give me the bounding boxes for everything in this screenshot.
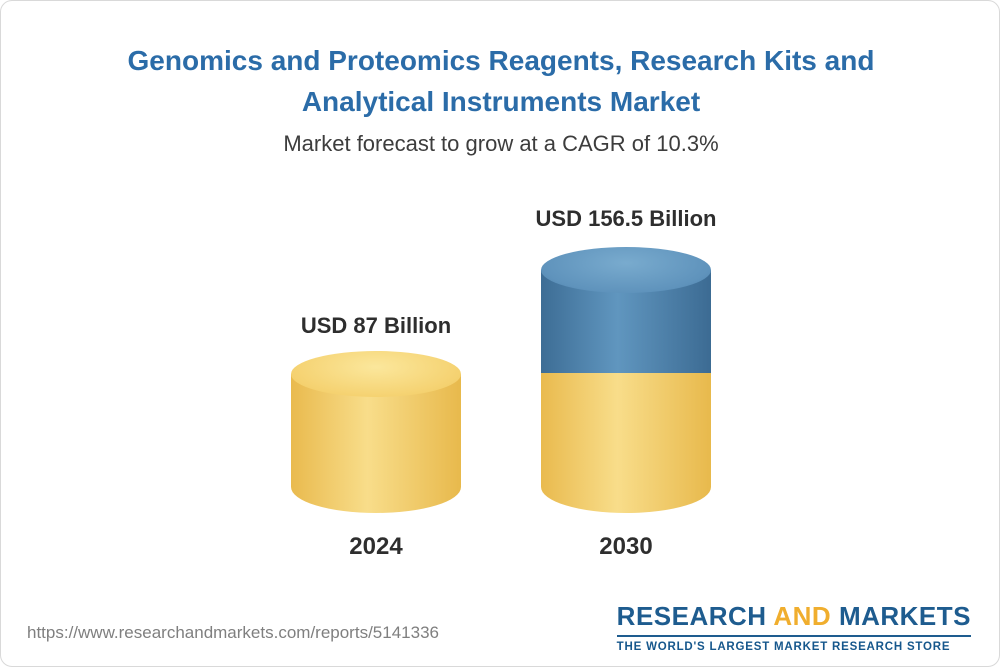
bar-2030-cylinder-body <box>541 270 711 513</box>
bar-2030-base-segment <box>541 373 711 513</box>
logo-word-research: RESEARCH <box>616 601 767 631</box>
value-label-2024: USD 87 Billion <box>300 313 452 338</box>
logo-word-markets: MARKETS <box>838 601 971 631</box>
research-and-markets-logo: RESEARCH AND MARKETS THE WORLD'S LARGEST… <box>616 601 971 653</box>
bar-2024-cylinder <box>291 351 461 513</box>
bar-2024-base-segment <box>291 374 461 513</box>
category-label-2024: 2024 <box>349 533 403 560</box>
bar-2024-cylinder-top <box>291 351 461 397</box>
report-url: https://www.researchandmarkets.com/repor… <box>27 623 439 642</box>
logo-word-and: AND <box>773 601 832 631</box>
page-title: Genomics and Proteomics Reagents, Resear… <box>127 45 875 117</box>
page-subtitle: Market forecast to grow at a CAGR of 10.… <box>283 131 719 156</box>
bar-2024-cylinder-body <box>291 374 461 513</box>
bar-2030-cylinder <box>541 247 711 513</box>
bar-2030-cylinder-top <box>541 247 711 293</box>
logo-divider <box>616 635 971 637</box>
logo-tagline: THE WORLD'S LARGEST MARKET RESEARCH STOR… <box>616 641 951 653</box>
value-label-2030: USD 156.5 Billion <box>535 206 717 231</box>
logo-wordmark: RESEARCH AND MARKETS <box>617 601 971 632</box>
category-label-2030: 2030 <box>599 533 653 560</box>
